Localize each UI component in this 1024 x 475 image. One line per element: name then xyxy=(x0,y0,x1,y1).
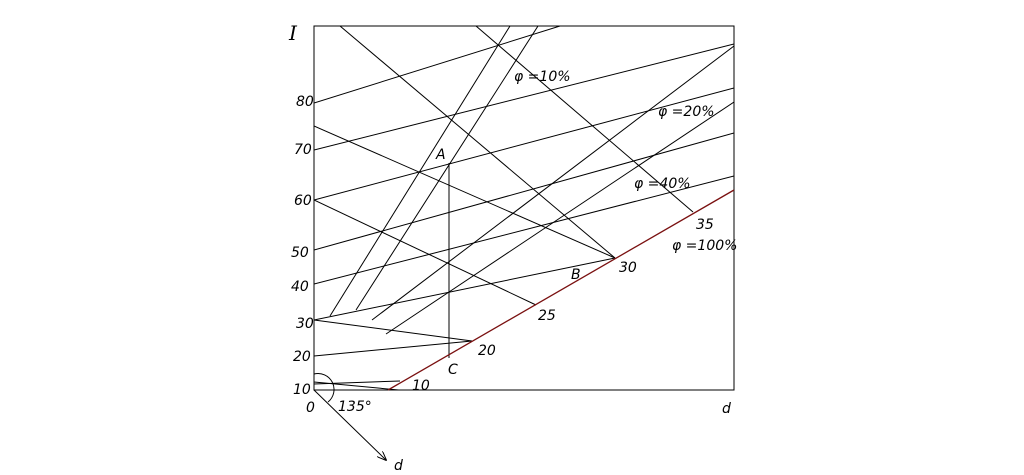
y-tick-60: 60 xyxy=(294,193,312,209)
humidity-label-10: φ =10% xyxy=(514,69,571,85)
y-tick-70: 70 xyxy=(294,142,312,158)
humidity-label-100: φ =100% xyxy=(672,238,737,254)
point-c-label: C xyxy=(448,362,458,378)
enthalpy-line-10 xyxy=(314,381,405,390)
diagonal-axis-label: d xyxy=(394,458,403,474)
y-tick-40: 40 xyxy=(291,279,309,295)
humidity-label-40: φ =40% xyxy=(634,176,691,192)
humidity-curve-20a xyxy=(371,45,734,321)
enthalpy-line-25 xyxy=(314,199,537,306)
humidity-curve-10a xyxy=(329,26,511,317)
angle-label: 135° xyxy=(338,399,372,415)
enthalpy-line-40 xyxy=(475,26,694,213)
isotherm-60 xyxy=(314,87,734,201)
humidity-curve-20b xyxy=(385,101,734,335)
diagonal-axis-arrow xyxy=(313,389,386,460)
y-tick-10: 10 xyxy=(293,382,311,398)
temp-tick-30: 30 xyxy=(619,260,637,276)
point-b-label: B xyxy=(571,267,581,283)
y-tick-20: 20 xyxy=(293,349,311,365)
saturation-curve-100 xyxy=(387,189,735,391)
temp-tick-25: 25 xyxy=(538,308,556,324)
enthalpy-line-20 xyxy=(314,319,473,342)
enthalpy-line-30 xyxy=(314,125,616,259)
y-tick-30: 30 xyxy=(296,316,314,332)
point-a-label: A xyxy=(435,147,446,163)
temp-tick-10: 10 xyxy=(412,378,430,394)
temp-tick-20: 20 xyxy=(478,343,496,359)
chart-frame xyxy=(313,25,735,391)
x-axis-label: d xyxy=(722,401,731,417)
isotherm-50 xyxy=(314,132,734,251)
temp-tick-35: 35 xyxy=(696,217,714,233)
y-tick-80: 80 xyxy=(296,94,314,110)
origin-label: 0 xyxy=(306,400,315,416)
humidity-label-20: φ =20% xyxy=(658,104,715,120)
isotherm-20 xyxy=(314,340,473,357)
enthalpy-line-35 xyxy=(339,26,616,259)
y-axis-label: I xyxy=(288,21,298,45)
y-tick-50: 50 xyxy=(291,245,309,261)
humidity-curve-10b xyxy=(355,26,539,311)
isotherm-30-low xyxy=(314,257,616,321)
angle-arc xyxy=(313,373,335,403)
isotherm-80 xyxy=(314,26,561,104)
isotherm-70 xyxy=(314,43,734,151)
